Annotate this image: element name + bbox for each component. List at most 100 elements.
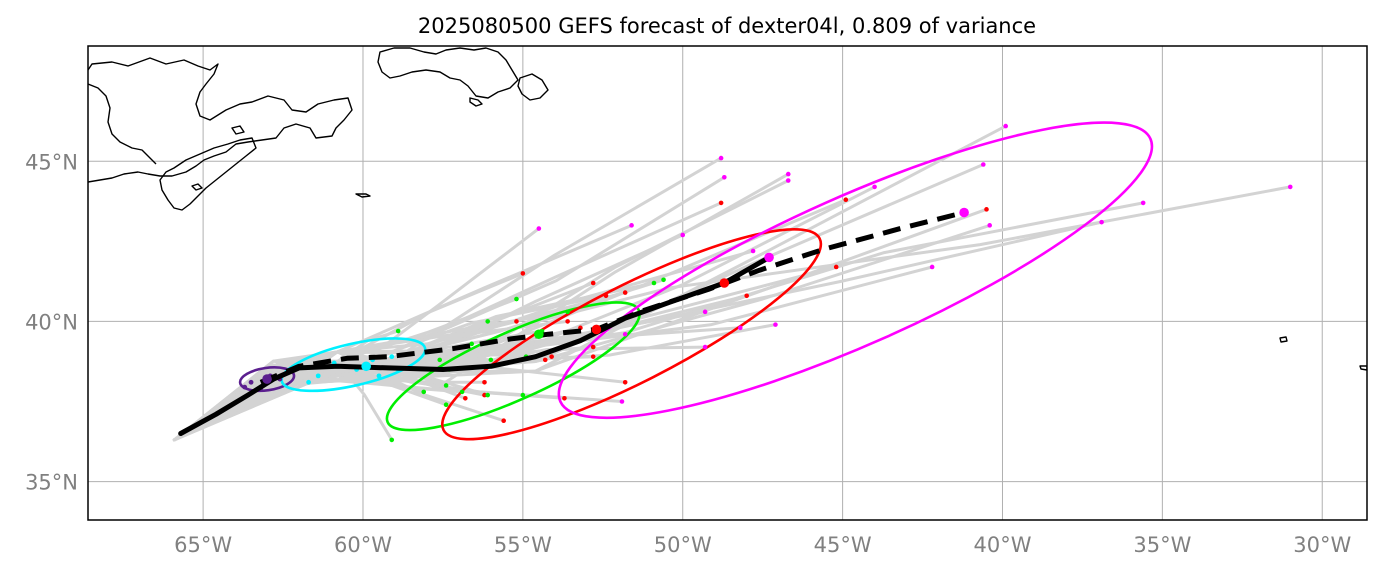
ensemble-endpoint bbox=[629, 223, 634, 228]
ensemble-endpoint bbox=[872, 184, 877, 190]
ensemble-endpoint bbox=[488, 357, 494, 363]
ensemble-endpoint bbox=[1140, 200, 1146, 206]
early-endpoint bbox=[242, 384, 248, 390]
coastline-island-4 bbox=[191, 183, 203, 191]
ensemble-endpoint bbox=[619, 399, 625, 404]
uncertainty-ellipse-day-2 bbox=[280, 337, 427, 393]
ensemble-endpoint bbox=[785, 178, 791, 183]
ensemble-endpoint bbox=[482, 392, 487, 398]
ensemble-endpoint bbox=[702, 344, 708, 350]
ensemble-track bbox=[172, 350, 490, 442]
ensemble-endpoint bbox=[437, 357, 443, 363]
mean-track-dashed bbox=[259, 210, 965, 385]
ensemble-endpoint bbox=[744, 293, 749, 299]
ensemble-endpoint bbox=[485, 392, 490, 398]
ensemble-endpoint bbox=[520, 392, 526, 398]
coastline-island-5 bbox=[1279, 336, 1288, 343]
ensemble-endpoint bbox=[421, 389, 427, 395]
x-tick-label: 45°W bbox=[814, 533, 872, 557]
coastline-island-6 bbox=[1359, 365, 1367, 371]
x-tick-label: 40°W bbox=[973, 533, 1031, 557]
early-endpoint bbox=[248, 379, 254, 385]
x-axis-ticks: 65°W 60°W 55°W 50°W 45°W 40°W 35°W 30°W bbox=[174, 533, 1351, 557]
ensemble-endpoint bbox=[590, 280, 596, 286]
x-tick-label: 60°W bbox=[334, 533, 392, 557]
ensemble-endpoint bbox=[520, 271, 526, 276]
x-tick-label: 65°W bbox=[174, 533, 232, 557]
uncertainty-ellipse-day-5 bbox=[557, 121, 1154, 420]
mean-position-marker bbox=[959, 207, 969, 218]
early-endpoint bbox=[306, 379, 312, 385]
ensemble-endpoint bbox=[549, 354, 554, 359]
ensemble-endpoint bbox=[565, 309, 570, 315]
ensemble-endpoint bbox=[501, 418, 506, 424]
mean-position-marker bbox=[361, 361, 371, 372]
ensemble-endpoint bbox=[929, 264, 935, 270]
coastline-island-1 bbox=[469, 97, 483, 107]
ensemble-endpoint bbox=[833, 264, 839, 270]
ensemble-endpoint bbox=[1003, 123, 1008, 129]
ensemble-endpoint bbox=[843, 197, 849, 203]
uncertainty-ellipse-day-3 bbox=[385, 301, 641, 432]
ensemble-endpoint bbox=[718, 155, 724, 161]
ensemble-endpoint bbox=[590, 344, 596, 350]
ensemble-endpoint bbox=[622, 290, 628, 295]
y-axis-ticks: 45°N 40°N 35°N bbox=[25, 150, 78, 494]
ensemble-endpoint bbox=[1099, 219, 1104, 225]
ensemble-endpoints bbox=[242, 123, 1293, 443]
coastline-island-2 bbox=[231, 125, 245, 135]
ensemble-endpoint bbox=[485, 319, 490, 324]
ensemble-endpoint bbox=[603, 293, 609, 299]
ensemble-mean-tracks bbox=[178, 210, 965, 436]
y-tick-label: 40°N bbox=[25, 310, 78, 334]
coastline-maine-nb bbox=[88, 83, 157, 165]
ensemble-endpoint bbox=[542, 357, 548, 363]
ensemble-endpoint bbox=[389, 437, 395, 443]
plot-area bbox=[88, 46, 1367, 520]
mean-position-marker bbox=[262, 374, 272, 384]
ensemble-endpoint bbox=[981, 162, 986, 167]
ensemble-endpoint bbox=[562, 395, 567, 401]
ensemble-endpoint bbox=[395, 328, 401, 334]
ensemble-endpoint bbox=[536, 226, 542, 231]
uncertainty-ellipse-day-1 bbox=[238, 366, 296, 393]
uncertainty-ellipse-day-4 bbox=[440, 228, 823, 441]
ensemble-endpoint bbox=[590, 354, 596, 359]
ensemble-endpoint bbox=[750, 248, 756, 254]
x-tick-label: 50°W bbox=[654, 533, 712, 557]
coastlines bbox=[88, 47, 1367, 371]
ensemble-endpoint bbox=[722, 175, 727, 180]
ensemble-endpoint bbox=[661, 277, 666, 283]
ensemble-endpoint bbox=[514, 296, 519, 302]
coastline-canada-mainland bbox=[88, 57, 353, 183]
x-tick-label: 35°W bbox=[1133, 533, 1191, 557]
ensemble-endpoint bbox=[469, 341, 475, 347]
y-tick-label: 45°N bbox=[25, 150, 78, 174]
x-tick-label: 30°W bbox=[1293, 533, 1351, 557]
mean-position-marker bbox=[591, 324, 602, 335]
early-endpoint bbox=[315, 373, 321, 379]
ensemble-endpoint bbox=[565, 319, 570, 324]
ensemble-endpoint bbox=[443, 383, 449, 388]
ensemble-endpoint bbox=[459, 389, 465, 395]
coastline-island-3 bbox=[355, 193, 371, 198]
ensemble-endpoint bbox=[680, 232, 686, 238]
ensemble-endpoint bbox=[984, 207, 989, 212]
ensemble-endpoint bbox=[718, 200, 724, 206]
ensemble-track bbox=[172, 359, 394, 442]
ensemble-endpoint bbox=[785, 171, 791, 177]
coastline-avalon bbox=[517, 73, 549, 101]
mean-positions bbox=[262, 207, 969, 384]
ensemble-endpoint bbox=[463, 395, 468, 401]
ensemble-endpoint bbox=[651, 280, 657, 286]
plot-frame bbox=[87, 45, 1368, 521]
ensemble-endpoint bbox=[622, 379, 628, 385]
ensemble-endpoint bbox=[737, 325, 743, 331]
coastline-nova-scotia bbox=[159, 137, 257, 211]
early-endpoint bbox=[389, 354, 395, 360]
ensemble-endpoint bbox=[702, 309, 708, 315]
mean-position-marker bbox=[534, 329, 544, 340]
ensemble-endpoint bbox=[622, 331, 628, 337]
ensemble-endpoint bbox=[773, 322, 778, 327]
